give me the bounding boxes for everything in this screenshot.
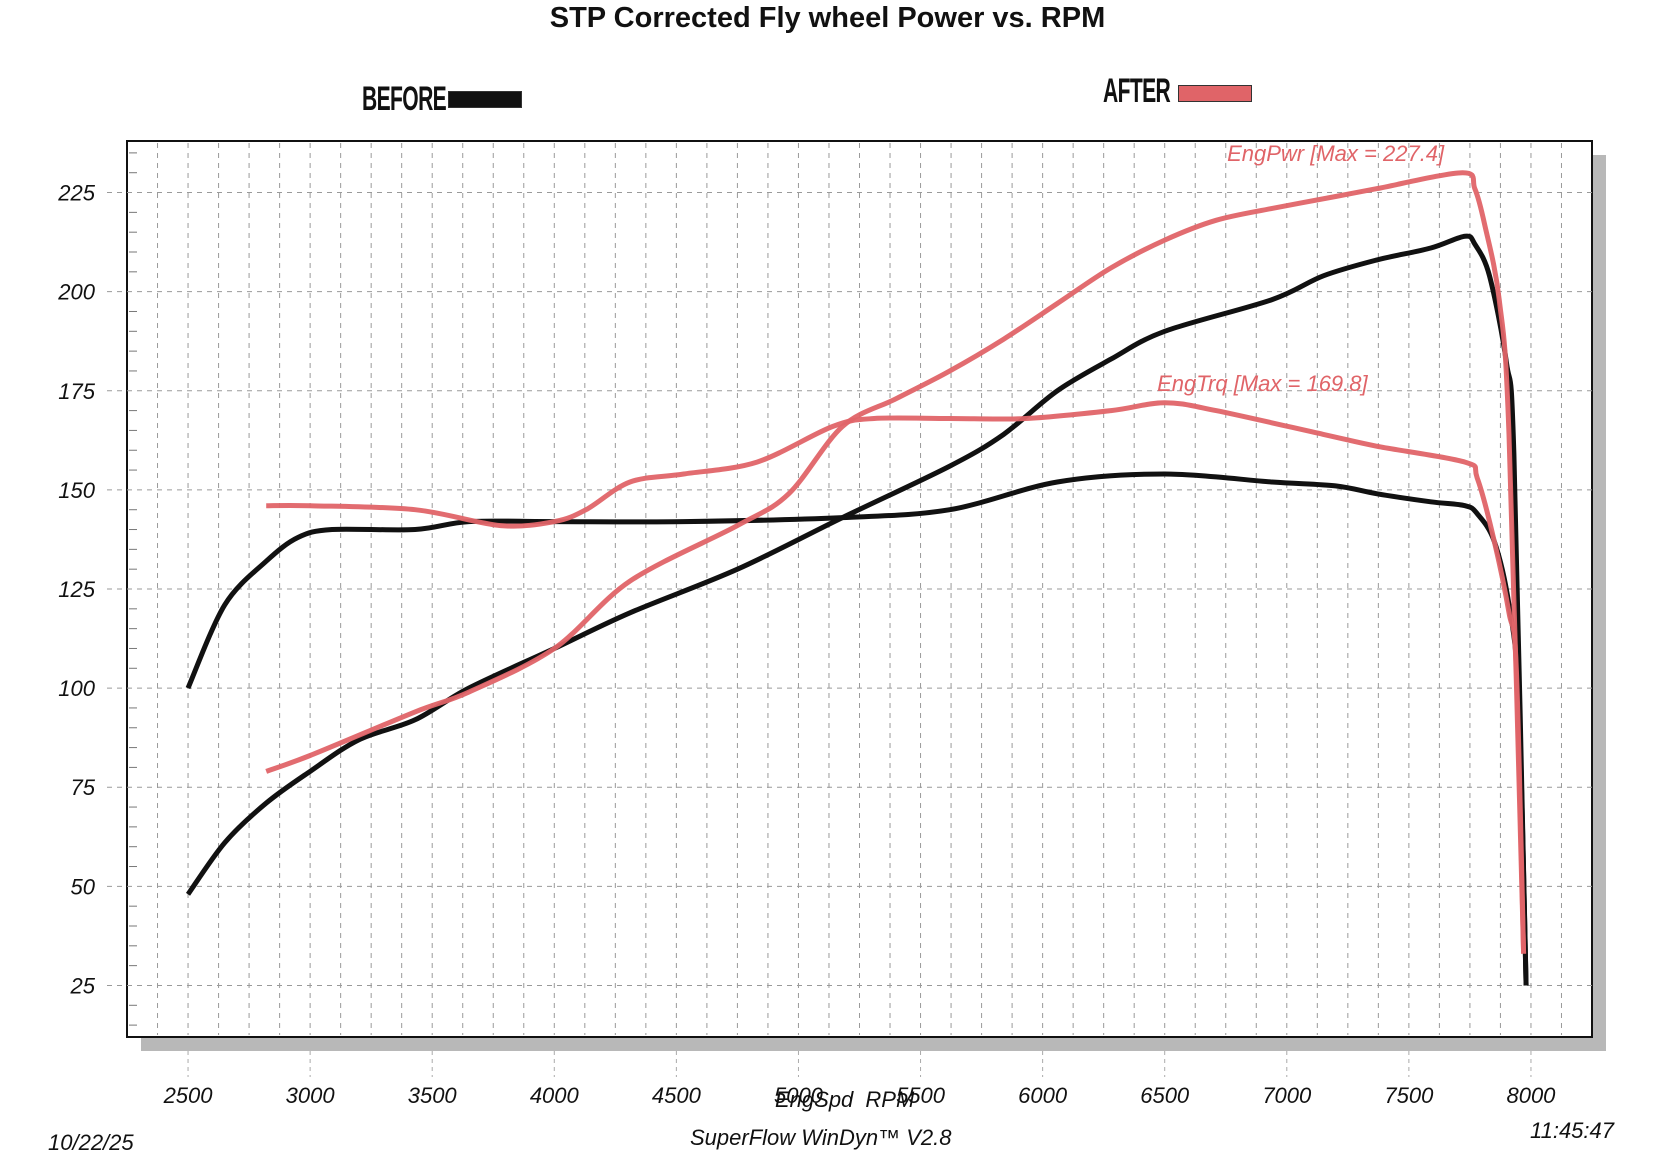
x-tick-label: 5500 xyxy=(896,1083,946,1108)
y-tick-label: 200 xyxy=(57,280,95,305)
x-tick-label: 3500 xyxy=(408,1083,458,1108)
series-layer xyxy=(185,170,1529,986)
x-tick-label: 5000 xyxy=(774,1083,824,1108)
y-tick-label: 75 xyxy=(71,775,96,800)
series-after-engpwr xyxy=(265,170,1527,954)
footer-software: SuperFlow WinDyn™ V2.8 xyxy=(690,1125,952,1150)
legend-label-before: BEFORE xyxy=(362,80,447,118)
annotations: EngPwr [Max = 227.4] EngTrq [Max = 169.8] xyxy=(1157,141,1445,396)
y-tick-label: 25 xyxy=(70,973,96,998)
x-tick-label: 2500 xyxy=(163,1083,214,1108)
y-tick-label: 100 xyxy=(58,676,95,701)
x-tick-label: 7500 xyxy=(1384,1083,1434,1108)
y-tick-label: 225 xyxy=(57,181,95,206)
annotation-engpwr-max: EngPwr [Max = 227.4] xyxy=(1227,141,1445,166)
plot-frame xyxy=(126,140,1606,1051)
x-axis-label: EngSpd RPM xyxy=(775,1087,915,1112)
series-before-engpwr xyxy=(185,233,1529,986)
y-tick-label: 175 xyxy=(58,379,95,404)
footer-date: 10/22/25 xyxy=(48,1130,134,1155)
legend-swatch-after xyxy=(1178,85,1252,102)
footer-time: 11:45:47 xyxy=(1530,1118,1615,1143)
x-tick-label: 4500 xyxy=(652,1083,702,1108)
x-tick-label: 8000 xyxy=(1506,1083,1556,1108)
legend-item-after: AFTER xyxy=(1103,72,1252,111)
y-tick-label: 150 xyxy=(58,478,95,503)
x-tick-label: 3000 xyxy=(286,1083,336,1108)
chart-title: STP Corrected Fly wheel Power vs. RPM xyxy=(549,2,1106,34)
x-tick-label: 6500 xyxy=(1140,1083,1190,1108)
annotation-engtrq-max: EngTrq [Max = 169.8] xyxy=(1157,371,1368,396)
y-tick-label: 50 xyxy=(71,874,96,899)
series-after-engtrq xyxy=(266,400,1527,954)
x-tick-label: 6000 xyxy=(1018,1083,1068,1108)
y-axis: 25 50 75 100 125 150 175 200 225 xyxy=(57,181,95,999)
x-tick-label: 4000 xyxy=(530,1083,580,1108)
legend-swatch-before xyxy=(448,91,522,108)
y-tick-label: 125 xyxy=(58,577,95,602)
x-axis: 2500 3000 3500 4000 4500 5000 5500 6000 6500 7000… xyxy=(163,1051,1556,1108)
legend-label-after: AFTER xyxy=(1103,72,1171,110)
x-tick-label: 7000 xyxy=(1262,1083,1312,1108)
legend-item-before: BEFORE xyxy=(362,80,522,119)
grid xyxy=(107,143,1592,1035)
